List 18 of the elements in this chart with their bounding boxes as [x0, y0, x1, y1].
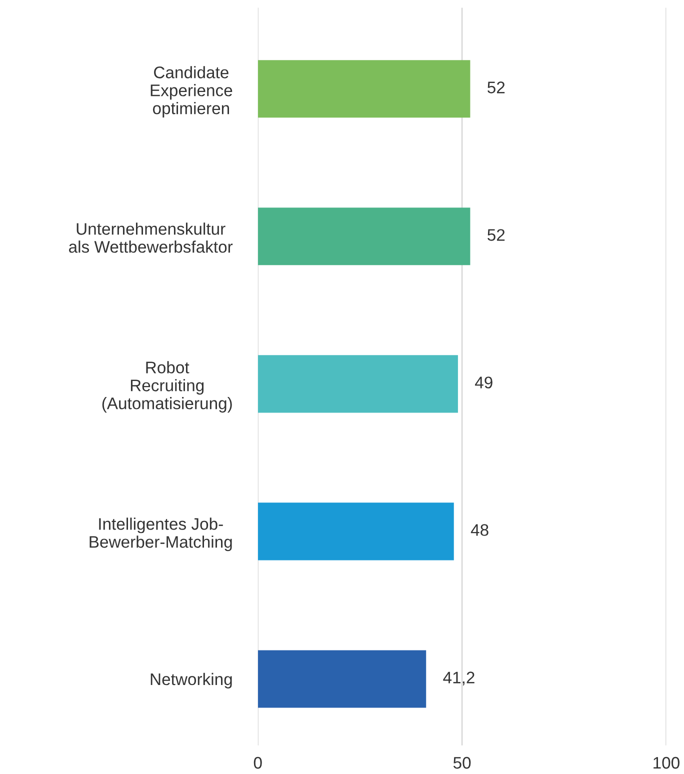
x-tick-label: 0 — [254, 756, 262, 769]
bar — [258, 355, 458, 413]
data-label: 48 — [470, 524, 488, 536]
bar — [258, 502, 454, 560]
bar — [258, 208, 470, 266]
data-label: 52 — [488, 229, 505, 241]
data-label: 41,2 — [443, 672, 474, 686]
y-tick-label: Unternehmenskultur als Wettbewerbsfaktor — [69, 222, 233, 253]
y-tick-label: Intelligentes Job- Bewerber-Matching — [90, 518, 232, 552]
y-tick-label: Robot Recruiting (Automatisierung) — [102, 361, 232, 413]
bar — [258, 650, 426, 708]
bar — [258, 60, 470, 118]
x-tick-label: 100 — [654, 756, 680, 769]
y-tick-label: Networking — [150, 672, 232, 688]
data-label: 52 — [488, 82, 505, 94]
x-tick-label: 50 — [453, 756, 471, 769]
y-tick-label: Candidate Experience optimieren — [150, 66, 232, 118]
data-label: 49 — [475, 376, 492, 388]
